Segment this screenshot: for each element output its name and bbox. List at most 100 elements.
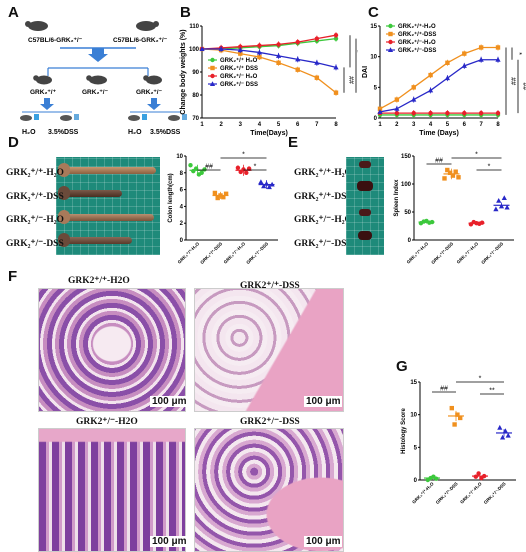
data-point [458, 415, 463, 421]
x-tick-label: GRK₂⁺/⁺-H₂O [406, 241, 430, 265]
colon-1 [60, 167, 156, 174]
mid-het-label: GRK₂⁺/⁻ [82, 89, 109, 96]
y-tick-label: 5 [414, 445, 418, 451]
d-row-label-4: GRK₂⁺/⁻-DSS [6, 238, 64, 249]
mouse-icon-parent-right [136, 21, 159, 31]
x-tick-label: 6 [296, 122, 300, 128]
data-point [462, 51, 467, 56]
data-point [445, 60, 450, 65]
data-point [314, 75, 320, 80]
x-tick-label: 1 [200, 122, 204, 128]
y-axis-label: Colon length(cm) [168, 173, 174, 222]
y-tick-label: 8 [180, 171, 184, 177]
data-point [258, 179, 264, 185]
panel-label-a: A [8, 4, 19, 21]
panel-label-f: F [8, 268, 18, 285]
y-tick-label: 100 [401, 182, 412, 188]
data-point [449, 405, 454, 411]
data-point [462, 110, 467, 116]
data-point [445, 167, 450, 173]
y-tick-label: 80 [192, 93, 199, 99]
sig-label: * [242, 152, 245, 159]
panel-label-c: C [368, 4, 379, 21]
h2o-left-label: H₂O [22, 129, 36, 136]
y-tick-label: 10 [370, 55, 377, 61]
data-point [500, 434, 506, 440]
legend-label: GRK₂⁺/⁺ DSS [220, 65, 258, 72]
data-point [479, 220, 485, 225]
data-point [505, 432, 511, 438]
legend-label: GRK₂⁺/⁻ DSS [220, 81, 258, 88]
legend-marker [388, 31, 393, 37]
data-point [263, 180, 270, 186]
colon-4 [60, 237, 132, 244]
scale-bar-1: 100 μm [150, 396, 189, 407]
data-point [333, 33, 339, 38]
he-title-wt-dss: GRK2⁺/⁺-DSS [240, 281, 300, 291]
y-tick-label: 0 [374, 116, 378, 122]
x-tick-label: 3 [239, 122, 243, 128]
sig-label: * [488, 164, 491, 171]
x-tick-label: 8 [334, 122, 338, 128]
y-tick-label: 70 [192, 116, 199, 122]
sig-label: ** [489, 388, 495, 395]
data-point [261, 183, 267, 189]
breeding-scheme: C57BL/6-GRK₂⁺/⁻ C57BL/6-GRK₂⁺/⁻ GRK₂⁺/⁻ … [20, 21, 187, 136]
legend-label: GRK₂⁺/⁻-H₂O [398, 39, 436, 46]
data-point [188, 163, 193, 168]
x-tick-label: GRK₂⁺/⁺-DSS [199, 241, 223, 265]
scale-bar-4: 100 μm [304, 536, 343, 547]
x-tick-label: 4 [258, 122, 262, 128]
data-point [237, 47, 243, 53]
data-point [199, 46, 205, 51]
colon-3 [60, 214, 154, 221]
he-image-het-dss [194, 428, 344, 552]
data-point [476, 471, 481, 476]
y-tick-label: 4 [180, 204, 184, 210]
mouse-icon-wt [33, 75, 52, 85]
legend-label: GRK₂⁺/⁻-DSS [398, 47, 436, 54]
legend-marker [387, 47, 394, 52]
y-tick-label: 0 [414, 478, 418, 484]
data-point [452, 422, 457, 427]
x-tick-label: GRK₂⁺/⁻-DSS [483, 481, 507, 504]
y-tick-label: 50 [404, 210, 411, 216]
e-row-label-1: GRK₂⁺/⁺-H₂O [294, 168, 352, 178]
data-point [473, 474, 478, 479]
d-row-label-3: GRK₂⁺/⁻-H₂O [6, 215, 64, 225]
data-point [429, 219, 435, 225]
series-line-1 [201, 48, 337, 94]
mouse-icon-mid [86, 75, 107, 85]
data-point [455, 412, 460, 417]
data-point [502, 428, 508, 433]
data-point [434, 476, 439, 481]
data-point [295, 56, 301, 62]
e-row-label-3: GRK₂⁺/⁻-H₂O [294, 215, 352, 225]
data-point [244, 170, 249, 175]
data-point [269, 181, 275, 187]
data-point [256, 49, 263, 55]
wt-label: GRK₂⁺/⁺ [30, 89, 57, 96]
d-row-label-1: GRK₂⁺/⁺-H₂O [6, 168, 64, 178]
y-tick-label: 6 [180, 188, 184, 194]
sig-label: ## [347, 76, 354, 84]
legend-marker [210, 73, 215, 79]
e-row-label-4: GRK₂⁺/⁻-DSS [294, 238, 352, 249]
data-point [504, 204, 510, 210]
x-tick-label: GRK₂⁺/⁻-DSS [480, 241, 504, 265]
x-tick-label: 1 [378, 122, 382, 128]
y-tick-label: 100 [189, 47, 200, 53]
y-axis-label: Change body weights (%) [180, 29, 187, 114]
he-image-wt-dss [194, 288, 344, 412]
x-tick-label: GRK₂⁺/⁻-H₂O [223, 241, 247, 265]
x-tick-label: 4 [429, 122, 433, 128]
data-point [445, 110, 450, 116]
series-line-2 [201, 34, 337, 50]
data-point [223, 191, 229, 196]
y-tick-label: 10 [176, 154, 183, 160]
panel-label-g: G [396, 358, 408, 375]
y-tick-label: 15 [370, 24, 377, 30]
data-point [241, 167, 246, 172]
